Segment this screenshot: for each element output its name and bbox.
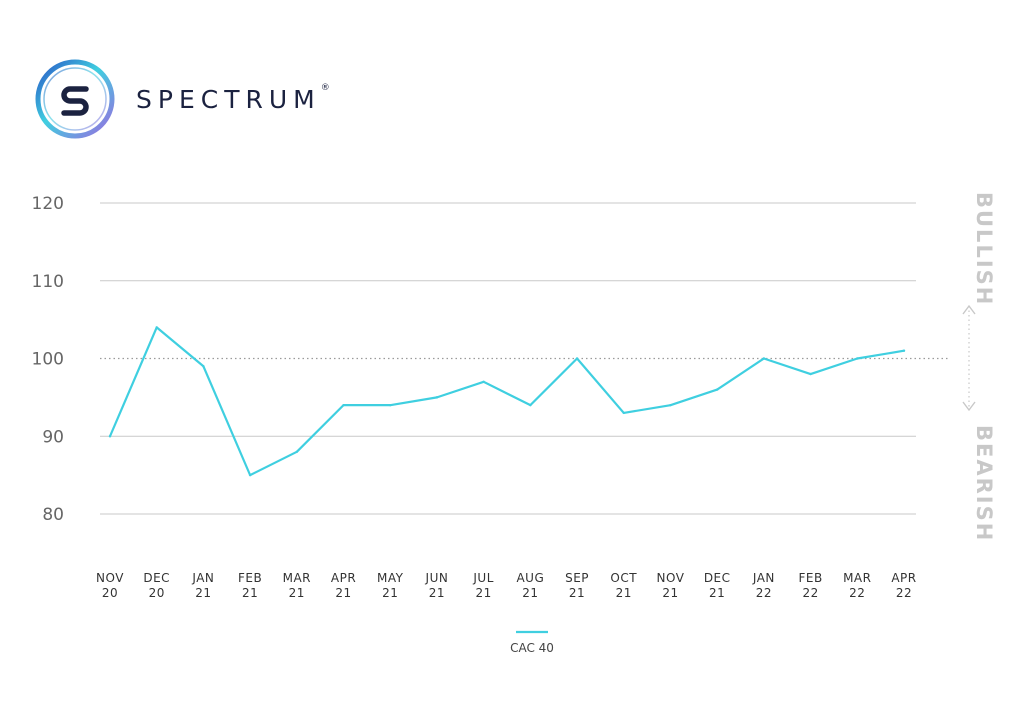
x-tick-label: FEB 22 bbox=[798, 571, 822, 600]
x-tick-label: NOV 21 bbox=[657, 571, 685, 600]
x-axis: NOV 20 DEC 20 JAN 21 FEB 21 MAR 21 APR 21 MAY 21 JUN 21… bbox=[96, 571, 916, 600]
data-point bbox=[202, 365, 205, 368]
series-line-cac40 bbox=[108, 326, 906, 477]
spectrum-logo-icon bbox=[35, 59, 115, 139]
x-tick-label: NOV 20 bbox=[96, 571, 124, 600]
sentiment-indicator: BULLISH BEARISH bbox=[962, 192, 996, 542]
x-tick-label: AUG 21 bbox=[516, 571, 544, 600]
data-point bbox=[389, 403, 392, 407]
x-tick-label: JUL 21 bbox=[472, 571, 494, 600]
data-point bbox=[575, 357, 579, 360]
data-point bbox=[155, 326, 158, 329]
x-tick-label: DEC 20 bbox=[143, 571, 170, 600]
y-tick-label: 110 bbox=[32, 272, 64, 292]
x-tick-label: MAY 21 bbox=[377, 571, 404, 600]
data-point bbox=[622, 411, 625, 415]
x-tick-label: APR 21 bbox=[331, 571, 356, 600]
x-tick-label: JUN 21 bbox=[425, 571, 449, 600]
data-point bbox=[669, 403, 672, 407]
legend: CAC 40 bbox=[510, 630, 554, 655]
data-point bbox=[809, 372, 812, 376]
gridlines bbox=[100, 202, 948, 515]
data-point bbox=[762, 357, 766, 360]
data-point bbox=[529, 403, 532, 407]
data-point bbox=[902, 349, 906, 352]
data-point bbox=[342, 403, 345, 407]
data-point bbox=[108, 435, 112, 438]
brand-logo: SPECTRUM® bbox=[34, 58, 330, 140]
y-tick-label: 80 bbox=[42, 505, 64, 525]
data-point bbox=[248, 473, 252, 477]
data-point bbox=[435, 396, 439, 399]
y-axis: 80 90 100 110 120 bbox=[32, 194, 64, 525]
y-tick-label: 120 bbox=[32, 194, 64, 214]
series-layer bbox=[108, 326, 906, 477]
data-point bbox=[295, 450, 299, 453]
bullish-label: BULLISH bbox=[972, 192, 996, 306]
x-tick-label: OCT 21 bbox=[610, 571, 637, 600]
x-tick-label: JAN 22 bbox=[752, 571, 775, 600]
brand-name: SPECTRUM® bbox=[136, 82, 330, 114]
arrow-down-icon bbox=[962, 401, 976, 412]
registered-mark: ® bbox=[320, 82, 330, 93]
data-point bbox=[482, 380, 485, 384]
y-tick-label: 100 bbox=[32, 350, 64, 370]
y-tick-label: 90 bbox=[42, 427, 64, 447]
data-point bbox=[715, 388, 719, 391]
x-tick-label: MAR 22 bbox=[843, 571, 871, 600]
data-point bbox=[856, 357, 859, 360]
x-tick-label: JAN 21 bbox=[191, 571, 214, 600]
arrow-up-icon bbox=[962, 304, 976, 315]
x-tick-label: DEC 21 bbox=[704, 571, 731, 600]
bearish-label: BEARISH bbox=[972, 425, 996, 542]
x-tick-label: FEB 21 bbox=[238, 571, 262, 600]
x-tick-label: APR 22 bbox=[891, 571, 916, 600]
x-tick-label: MAR 21 bbox=[283, 571, 311, 600]
x-tick-label: SEP 21 bbox=[565, 571, 589, 600]
legend-label: CAC 40 bbox=[510, 641, 554, 655]
